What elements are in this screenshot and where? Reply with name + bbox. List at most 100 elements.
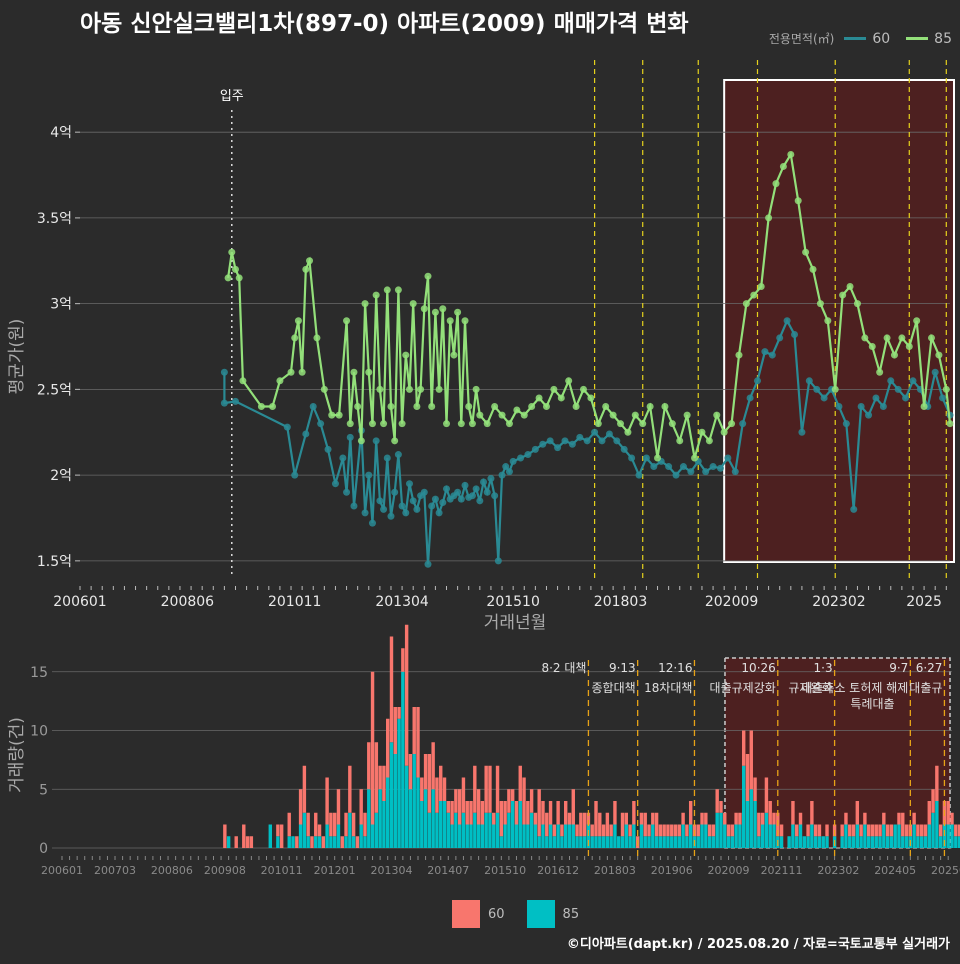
page-title: 아동 신안실크밸리1차(897-0) 아파트(2009) 매매가격 변화	[80, 11, 689, 37]
series-point-85	[920, 403, 928, 411]
bar-60	[223, 824, 227, 848]
bar-x-tick-label: 200908	[204, 864, 246, 877]
series-point-85	[624, 428, 632, 436]
bar-60	[662, 824, 666, 837]
series-point-85	[705, 437, 713, 445]
x-tick-label: 2025	[906, 594, 942, 610]
bar-60	[779, 824, 784, 837]
bar-60	[442, 777, 447, 801]
bar-85	[866, 836, 871, 848]
series-point-85	[946, 420, 954, 428]
bar-60	[370, 671, 375, 825]
series-point-60	[517, 454, 525, 462]
series-point-85	[357, 437, 365, 445]
series-point-85	[639, 420, 647, 428]
series-point-60	[231, 397, 239, 405]
policy-label: 9·13	[609, 661, 636, 675]
series-point-85	[520, 411, 528, 419]
bar-60	[601, 824, 606, 837]
bar-85	[382, 801, 386, 848]
x-tick-label: 200601	[53, 594, 106, 610]
bar-60	[329, 812, 333, 837]
bar-60	[723, 812, 727, 825]
bar-85	[594, 836, 598, 848]
bar-x-tick-label: 201906	[651, 864, 693, 877]
x-tick-label: 202302	[812, 594, 865, 610]
bar-60	[575, 824, 579, 837]
bar-85	[332, 836, 337, 848]
bar-y-tick-label: 0	[39, 841, 48, 857]
bar-85	[344, 836, 348, 848]
series-point-85	[235, 274, 243, 282]
bar-60	[912, 812, 916, 825]
bar-85	[575, 836, 579, 848]
bar-60	[412, 707, 416, 754]
series-point-85	[405, 385, 413, 393]
bar-60	[526, 801, 530, 825]
bar-60	[859, 824, 863, 837]
bar-85	[306, 836, 310, 848]
bar-60	[772, 812, 776, 825]
bar-60	[798, 812, 803, 825]
bar-85	[757, 836, 761, 848]
bar-85	[863, 824, 867, 848]
bar-85	[412, 754, 416, 848]
bar-60	[355, 836, 360, 848]
bar-60	[408, 754, 413, 790]
bar-85	[707, 836, 712, 848]
series-point-60	[650, 463, 658, 471]
series-point-85	[346, 420, 354, 428]
series-point-85	[935, 351, 943, 359]
series-point-85	[298, 368, 306, 376]
series-point-60	[583, 437, 591, 445]
series-point-85	[720, 428, 728, 436]
series-point-60	[383, 454, 391, 462]
bar-60	[946, 801, 950, 825]
bar-85	[469, 824, 473, 848]
series-point-60	[768, 351, 776, 359]
policy-sublabel: 대출규	[909, 681, 942, 695]
bar-85	[586, 824, 591, 848]
series-point-60	[283, 423, 291, 431]
bar-60	[844, 812, 848, 825]
series-point-60	[457, 495, 465, 503]
bar-60	[795, 824, 799, 837]
bar-60	[435, 777, 439, 813]
bar-85	[370, 824, 375, 848]
bar-60	[249, 836, 254, 848]
policy-sublabel: 대출축소 토허제 해제	[801, 681, 908, 695]
bar-85	[454, 812, 458, 848]
bar-85	[325, 824, 329, 848]
bar-85	[314, 836, 318, 848]
move-in-label: 입주	[220, 89, 244, 104]
bar-85	[923, 836, 928, 848]
bar-85	[950, 824, 954, 848]
bar-60	[514, 801, 519, 825]
series-point-60	[317, 420, 325, 428]
bar-60	[897, 812, 901, 825]
bar-60	[367, 742, 371, 790]
series-point-60	[679, 463, 687, 471]
bar-60	[374, 742, 379, 813]
series-point-85	[461, 317, 469, 325]
series-point-60	[461, 481, 469, 489]
series-point-60	[524, 451, 532, 459]
bar-85	[779, 836, 784, 848]
bar-85	[677, 836, 682, 848]
series-point-85	[468, 420, 476, 428]
bar-60	[654, 812, 659, 837]
bar-60	[651, 812, 655, 825]
bar-85	[806, 836, 810, 848]
bar-60	[439, 765, 443, 801]
series-point-60	[642, 454, 650, 462]
series-point-85	[535, 394, 543, 402]
series-point-60	[505, 468, 513, 476]
series-point-85	[231, 265, 239, 273]
bar-85	[385, 777, 390, 848]
legend-top: 전용면적(㎡) 60 85	[769, 30, 952, 47]
bar-60	[639, 812, 644, 825]
series-point-85	[728, 420, 736, 428]
series-point-85	[402, 351, 410, 359]
bar-85	[552, 836, 557, 848]
